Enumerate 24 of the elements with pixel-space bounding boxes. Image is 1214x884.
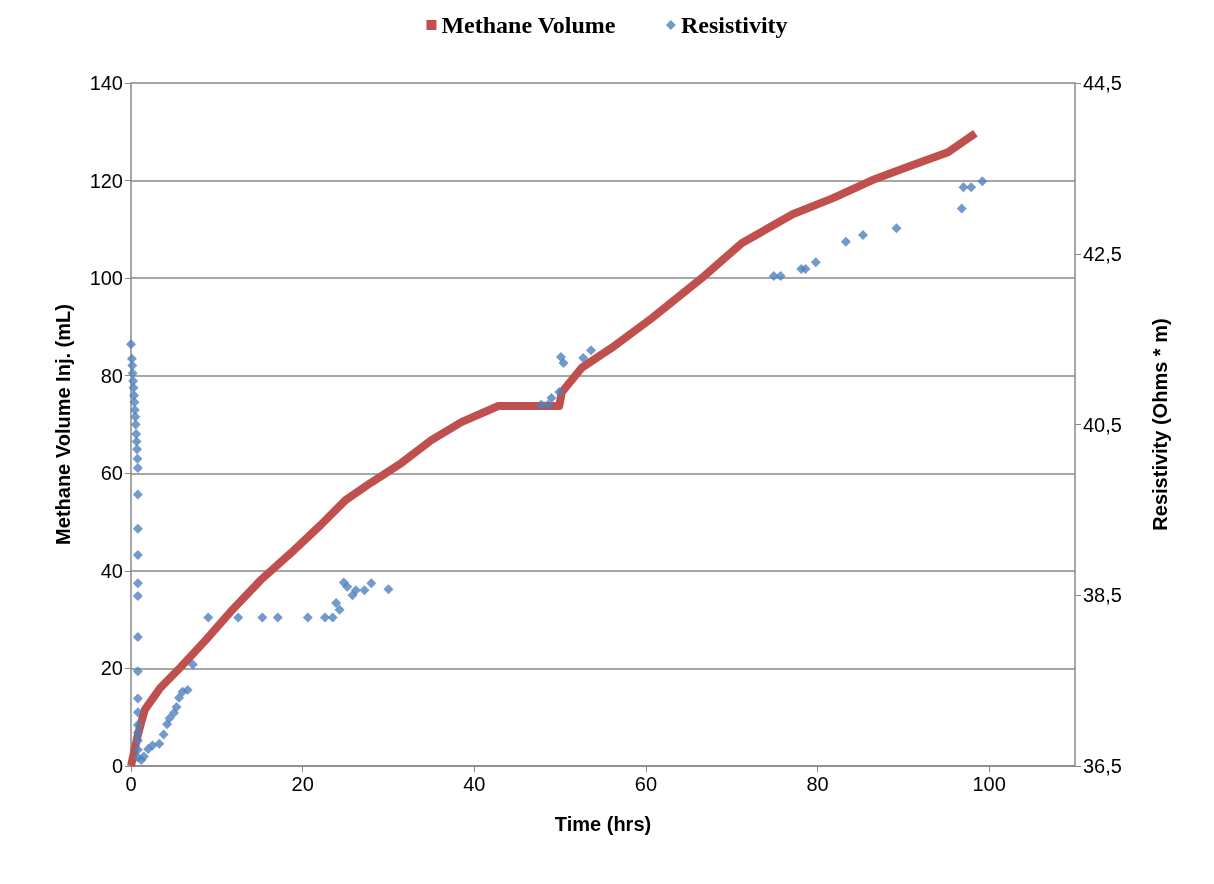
y2-tick-label: 44,5 [1083,72,1122,94]
y-tick-label: 0 [111,755,123,777]
legend-label: Resistivity [680,12,788,38]
y-tick-label: 120 [89,169,123,192]
y2-tick-label: 38,5 [1083,584,1122,607]
y-tick-label: 40 [100,559,123,582]
y-axis-title: Methane Volume Inj. (mL) [52,304,74,545]
y-tick-label: 20 [100,657,123,680]
y-tick-label: 60 [100,462,123,485]
x-tick-label: 20 [291,773,314,795]
x-tick-label: 0 [125,773,137,795]
x-tick-label: 60 [634,773,658,795]
x-axis-title: Time (hrs) [554,813,652,835]
y2-tick-label: 40,5 [1083,413,1122,436]
y2-tick-label: 36,5 [1083,755,1122,777]
legend-label: Methane Volume [441,12,616,38]
y-tick-label: 140 [89,72,123,94]
y-tick-label: 100 [89,267,123,290]
y2-tick-label: 42,5 [1083,242,1122,265]
y-tick-label: 80 [100,364,123,387]
y2-axis-title: Resistivity (Ohms * m) [1149,318,1171,531]
x-tick-label: 40 [463,773,486,795]
x-tick-label: 100 [972,773,1006,795]
x-tick-label: 80 [806,773,829,795]
